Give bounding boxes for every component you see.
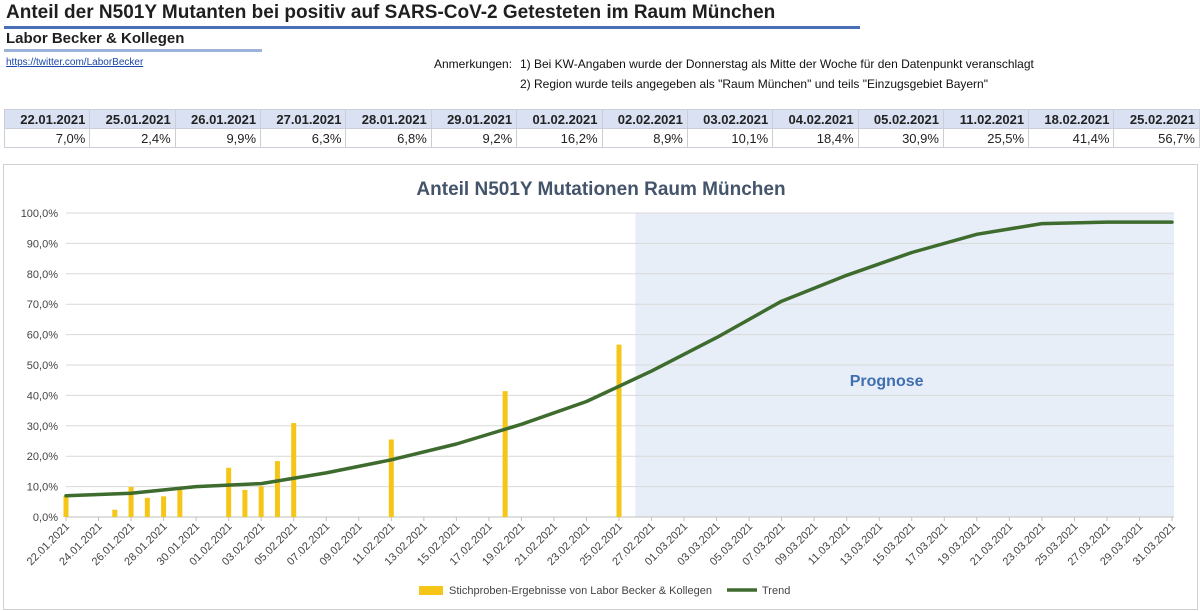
table-value-cell: 9,9%	[174, 128, 262, 148]
table-date-header: 18.02.2021	[1028, 109, 1115, 129]
bar	[63, 495, 69, 517]
table-date-header: 27.01.2021	[260, 109, 347, 129]
note-2: 2) Region wurde teils angegeben als "Rau…	[520, 77, 988, 91]
bar	[161, 496, 167, 517]
table-value-cell: 7,0%	[3, 128, 91, 148]
table-value-cell: 56,7%	[1113, 128, 1200, 148]
table-value-cell: 25,5%	[942, 128, 1030, 148]
lab-name: Labor Becker & Kollegen	[6, 30, 185, 47]
bar	[258, 486, 264, 517]
legend-trend-label: Trend	[762, 585, 790, 597]
table-value-cell: 41,4%	[1028, 128, 1115, 148]
page-title: Anteil der N501Y Mutanten bei positiv au…	[6, 2, 776, 23]
y-tick-label: 60,0%	[27, 330, 58, 342]
bar	[502, 391, 508, 517]
table-value-cell: 10,1%	[686, 128, 774, 148]
y-tick-label: 30,0%	[27, 421, 58, 433]
bar	[177, 489, 183, 517]
bar	[616, 344, 622, 517]
table-date-header: 03.02.2021	[686, 109, 774, 129]
table-date-header: 22.01.2021	[3, 109, 91, 129]
table-date-header: 04.02.2021	[772, 109, 859, 129]
subtitle-underline	[4, 49, 262, 52]
table-date-header: 29.01.2021	[430, 109, 518, 129]
chart-area: 0,0% 10,0% 20,0% 30,0% 40,0% 50,0% 60,0% 70,0% 8…	[3, 164, 1198, 610]
y-tick-label: 70,0%	[27, 299, 58, 311]
table-date-header: 01.02.2021	[516, 109, 603, 129]
bar	[291, 423, 297, 517]
y-tick-label: 0,0%	[33, 512, 58, 524]
chart-title: Anteil N501Y Mutationen Raum München	[416, 179, 785, 200]
results-table: 22.01.2021 25.01.2021 26.01.2021 27.01.2021…	[3, 109, 1200, 148]
y-tick-label: 50,0%	[27, 360, 58, 372]
y-tick-label: 10,0%	[27, 482, 58, 494]
bar	[226, 467, 232, 517]
table-row: 7,0% 2,4% 9,9% 6,3% 6,8% 9,2% 16,2% 8,9% 10,1% 18…	[3, 128, 1200, 148]
table-value-cell: 8,9%	[601, 128, 688, 148]
trend-line	[64, 220, 1174, 498]
table-value-cell: 2,4%	[89, 128, 176, 148]
bar	[128, 486, 134, 517]
y-tick-label: 90,0%	[27, 238, 58, 250]
bar	[144, 497, 150, 517]
table-value-cell: 6,3%	[260, 128, 347, 148]
y-tick-label: 20,0%	[27, 451, 58, 463]
table-header-row: 22.01.2021 25.01.2021 26.01.2021 27.01.2021…	[3, 109, 1200, 129]
note-1: 1) Bei KW-Angaben wurde der Donnerstag a…	[520, 57, 1034, 71]
table-date-header: 25.01.2021	[89, 109, 176, 129]
forecast-label: Prognose	[850, 373, 924, 390]
table-date-header: 28.01.2021	[345, 109, 432, 129]
bar	[242, 489, 248, 517]
bar	[112, 509, 118, 517]
y-tick-label: 80,0%	[27, 269, 58, 281]
table-value-cell: 30,9%	[857, 128, 944, 148]
table-value-cell: 16,2%	[516, 128, 603, 148]
title-underline	[4, 26, 860, 29]
table-date-header: 02.02.2021	[601, 109, 688, 129]
table-value-cell: 6,8%	[345, 128, 432, 148]
legend-bar-swatch	[419, 586, 443, 595]
table-date-header: 25.02.2021	[1113, 109, 1200, 129]
table-value-cell: 9,2%	[430, 128, 518, 148]
table-date-header: 11.02.2021	[942, 109, 1030, 129]
y-tick-label: 40,0%	[27, 390, 58, 402]
mutation-share-chart: 0,0% 10,0% 20,0% 30,0% 40,0% 50,0% 60,0% 70,0% 8…	[21, 179, 1178, 597]
bar	[274, 461, 280, 517]
table-value-cell: 18,4%	[772, 128, 859, 148]
legend-bar-label: Stichproben-Ergebnisse von Labor Becker …	[449, 585, 712, 597]
y-tick-label: 100,0%	[21, 208, 59, 220]
table-date-header: 26.01.2021	[174, 109, 262, 129]
table-date-header: 05.02.2021	[857, 109, 944, 129]
bar	[388, 439, 394, 517]
notes-label: Anmerkungen:	[434, 57, 513, 71]
twitter-link[interactable]: https://twitter.com/LaborBecker	[6, 57, 144, 68]
